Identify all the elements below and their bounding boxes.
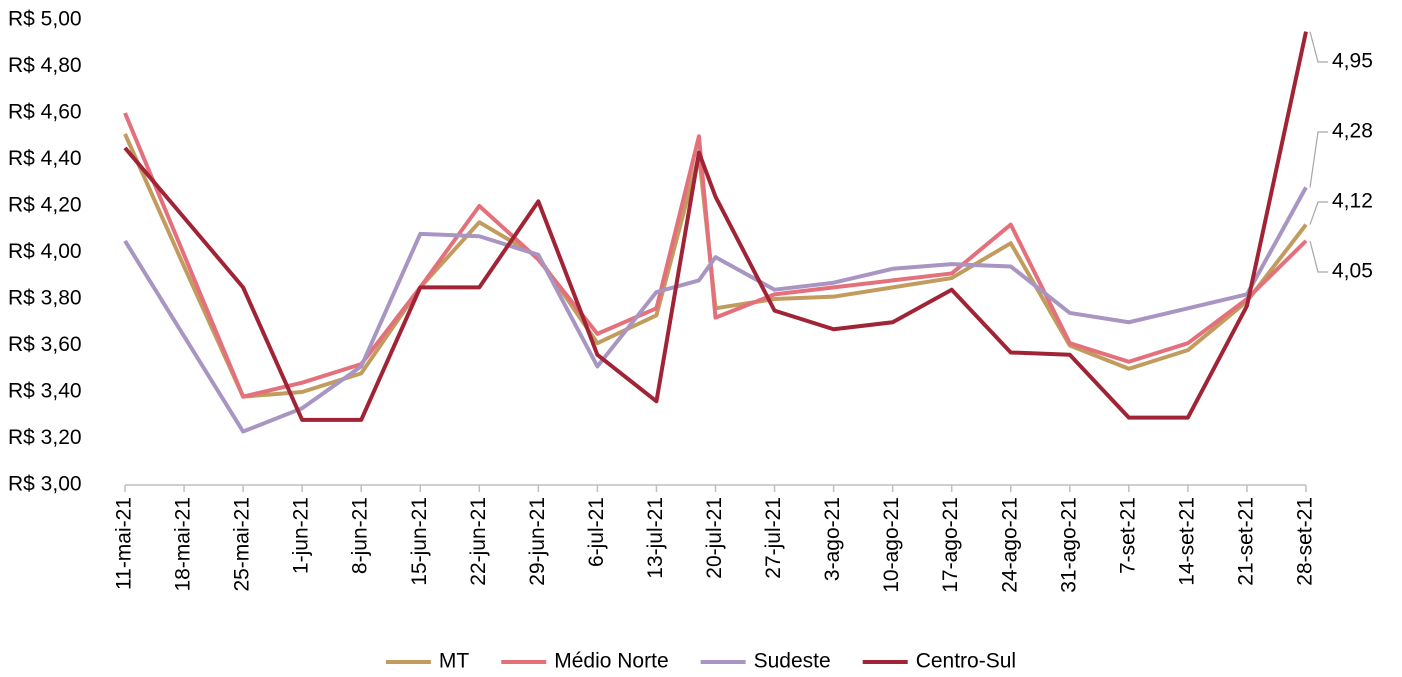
y-tick-label: R$ 4,20 [8, 194, 82, 217]
x-tick-label: 14-set-21 [1175, 497, 1198, 586]
x-tick-label: 3-ago-21 [821, 497, 844, 581]
series-line [123, 112, 1308, 399]
y-tick-label: R$ 3,40 [8, 380, 82, 403]
legend-label: Médio Norte [554, 650, 668, 673]
x-tick-label: 13-jul-21 [644, 497, 667, 579]
y-tick-label: R$ 4,80 [8, 54, 82, 77]
legend-label: MT [439, 650, 469, 673]
x-tick-label: 11-mai-21 [113, 497, 136, 590]
x-tick-label: 27-jul-21 [762, 497, 785, 579]
x-tick-label: 15-jun-21 [408, 497, 431, 586]
y-tick-label: R$ 5,00 [8, 8, 82, 31]
data-label: 4,05 [1332, 260, 1373, 283]
x-tick-label: 8-jun-21 [349, 497, 372, 574]
x-tick-label: 22-jun-21 [467, 497, 490, 586]
x-tick-label: 21-set-21 [1234, 497, 1257, 586]
x-tick-label: 17-ago-21 [939, 497, 962, 593]
x-tick-label: 31-ago-21 [1057, 497, 1080, 593]
series-line [123, 31, 1308, 422]
leader-line [1309, 240, 1328, 273]
series-line [123, 133, 1308, 399]
legend-label: Sudeste [754, 650, 831, 673]
data-label: 4,95 [1332, 50, 1373, 73]
x-tick-label: 10-ago-21 [880, 497, 903, 593]
leader-line [1309, 131, 1328, 188]
y-tick-label: R$ 4,00 [8, 240, 82, 263]
y-tick-label: R$ 3,00 [8, 473, 82, 496]
x-tick-label: 28-set-21 [1294, 497, 1317, 586]
x-tick-label: 1-jun-21 [290, 497, 313, 574]
y-tick-label: R$ 4,40 [8, 147, 82, 170]
x-tick-label: 29-jun-21 [526, 497, 549, 586]
data-label: 4,28 [1332, 120, 1373, 143]
leader-line [1309, 201, 1328, 225]
x-tick-label: 6-jul-21 [585, 497, 608, 567]
x-tick-label: 18-mai-21 [172, 497, 195, 592]
x-tick-label: 24-ago-21 [998, 497, 1021, 593]
x-tick-label: 7-set-21 [1116, 497, 1139, 574]
y-tick-label: R$ 3,80 [8, 287, 82, 310]
x-tick-label: 20-jul-21 [703, 497, 726, 579]
data-label: 4,12 [1332, 190, 1373, 213]
y-tick-label: R$ 3,60 [8, 333, 82, 356]
leader-line [1309, 31, 1328, 63]
legend-label: Centro-Sul [916, 650, 1016, 673]
x-tick-label: 25-mai-21 [231, 497, 254, 592]
y-tick-label: R$ 4,60 [8, 101, 82, 124]
series-line [123, 186, 1308, 434]
y-tick-label: R$ 3,20 [8, 426, 82, 449]
